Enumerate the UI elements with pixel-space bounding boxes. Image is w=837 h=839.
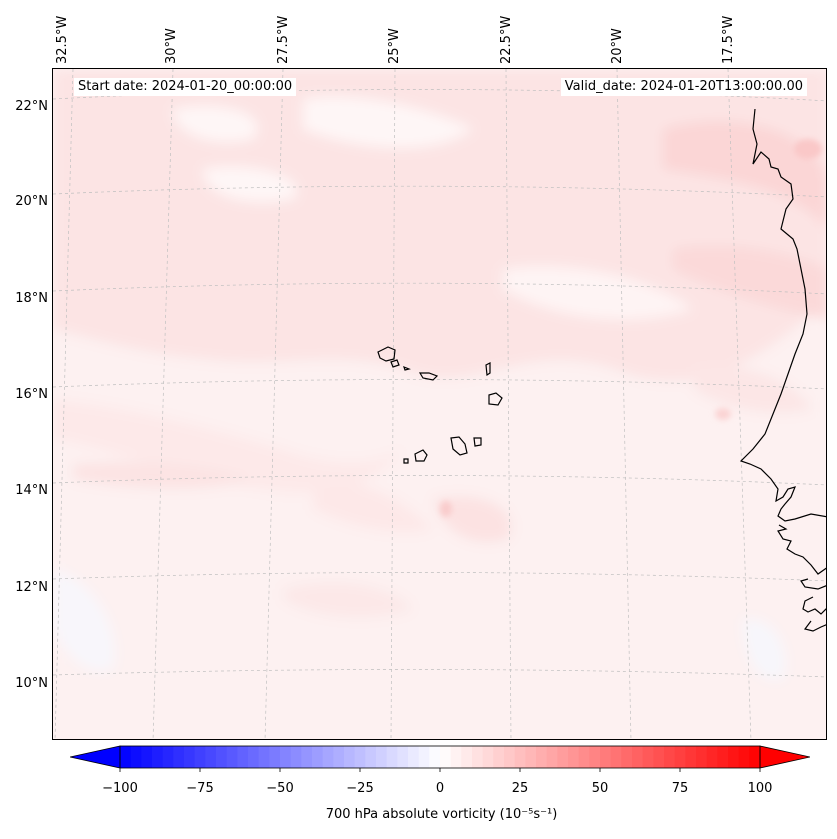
colorbar-cell — [610, 746, 622, 768]
colorbar-cell — [429, 746, 441, 768]
lat-label-18n: 18°N — [15, 291, 48, 306]
colorbar-cell — [162, 746, 174, 768]
colorbar-cell — [600, 746, 612, 768]
colorbar-cell — [642, 746, 654, 768]
colorbar-cell — [578, 746, 590, 768]
map-panel — [52, 68, 827, 740]
colorbar-cell — [589, 746, 601, 768]
colorbar-cell — [536, 746, 548, 768]
colorbar-cell — [184, 746, 196, 768]
start-date-label: Start date: 2024-01-20_00:00:00 — [74, 78, 297, 96]
lon-label-25w: 25°W — [387, 28, 402, 64]
colorbar-cell — [632, 746, 644, 768]
colorbar-cell — [408, 746, 420, 768]
lat-label-10n: 10°N — [15, 676, 48, 691]
colorbar-cell — [376, 746, 388, 768]
lon-label-22-5w: 22.5°W — [499, 15, 514, 64]
colorbar-tick-label: 75 — [671, 781, 689, 796]
colorbar-cell — [514, 746, 526, 768]
colorbar-cell — [418, 746, 430, 768]
valid-date-label: Valid_date: 2024-01-20T13:00:00.00 — [560, 78, 807, 96]
colorbar-cell — [568, 746, 580, 768]
colorbar-cell — [440, 746, 452, 768]
colorbar-cell — [333, 746, 345, 768]
lon-label-32-5w: 32.5°W — [55, 15, 70, 64]
colorbar-cell — [194, 746, 206, 768]
colorbar-cell — [269, 746, 281, 768]
colorbar-cell — [141, 746, 153, 768]
colorbar-tick-label: −75 — [186, 781, 214, 796]
colorbar-cell — [290, 746, 302, 768]
colorbar-cell — [226, 746, 238, 768]
colorbar-cell — [653, 746, 665, 768]
colorbar-cell — [120, 746, 132, 768]
lon-label-30w: 30°W — [164, 28, 179, 64]
colorbar-cell — [354, 746, 366, 768]
colorbar-cell — [152, 746, 164, 768]
lat-label-20n: 20°N — [15, 194, 48, 209]
colorbar-tick-label: −50 — [266, 781, 294, 796]
lat-label-22n: 22°N — [15, 99, 48, 114]
colorbar-tick-label: 100 — [747, 781, 773, 796]
colorbar-cell — [205, 746, 217, 768]
lon-label-17-5w: 17.5°W — [721, 15, 736, 64]
coastline — [739, 108, 826, 632]
vorticity-field — [53, 69, 826, 739]
colorbar-tick-label: −100 — [102, 781, 138, 796]
colorbar-label: 700 hPa absolute vorticity (10⁻⁵s⁻¹) — [325, 807, 558, 822]
colorbar-cell — [706, 746, 718, 768]
lat-label-14n: 14°N — [15, 483, 48, 498]
colorbar-cell — [280, 746, 292, 768]
colorbar-cell — [738, 746, 750, 768]
colorbar-cell — [685, 746, 697, 768]
colorbar-cell — [461, 746, 473, 768]
colorbar-tick-label: 50 — [591, 781, 609, 796]
colorbar — [70, 745, 810, 772]
colorbar-cell — [696, 746, 708, 768]
lat-label-12n: 12°N — [15, 580, 48, 595]
colorbar-cells — [70, 745, 810, 772]
colorbar-cell — [258, 746, 270, 768]
colorbar-cell — [482, 746, 494, 768]
colorbar-cell — [365, 746, 377, 768]
colorbar-max-arrow — [759, 745, 810, 769]
colorbar-cell — [301, 746, 313, 768]
colorbar-cell — [216, 746, 228, 768]
colorbar-cell — [546, 746, 558, 768]
colorbar-cell — [674, 746, 686, 768]
colorbar-cell — [749, 746, 761, 768]
colorbar-cell — [130, 746, 142, 768]
colorbar-cell — [621, 746, 633, 768]
colorbar-tick-label: −25 — [346, 781, 374, 796]
colorbar-cell — [312, 746, 324, 768]
colorbar-min-arrow — [70, 745, 121, 769]
colorbar-cell — [237, 746, 249, 768]
lon-label-20w: 20°W — [610, 28, 625, 64]
colorbar-cell — [344, 746, 356, 768]
colorbar-cell — [728, 746, 740, 768]
colorbar-tick-label: 25 — [511, 781, 529, 796]
colorbar-cell — [664, 746, 676, 768]
vorticity-shading — [53, 69, 826, 739]
colorbar-cell — [322, 746, 334, 768]
colorbar-cell — [450, 746, 462, 768]
colorbar-cell — [525, 746, 537, 768]
lat-label-16n: 16°N — [15, 387, 48, 402]
colorbar-cell — [397, 746, 409, 768]
colorbar-cell — [557, 746, 569, 768]
colorbar-cell — [173, 746, 185, 768]
colorbar-cell — [493, 746, 505, 768]
cape-verde-islands — [377, 346, 503, 464]
colorbar-tick-label: 0 — [435, 781, 445, 796]
colorbar-cell — [504, 746, 516, 768]
colorbar-cell — [386, 746, 398, 768]
colorbar-cell — [248, 746, 260, 768]
colorbar-cell — [472, 746, 484, 768]
colorbar-cell — [717, 746, 729, 768]
graticule — [53, 69, 826, 739]
lon-label-27-5w: 27.5°W — [276, 15, 291, 64]
